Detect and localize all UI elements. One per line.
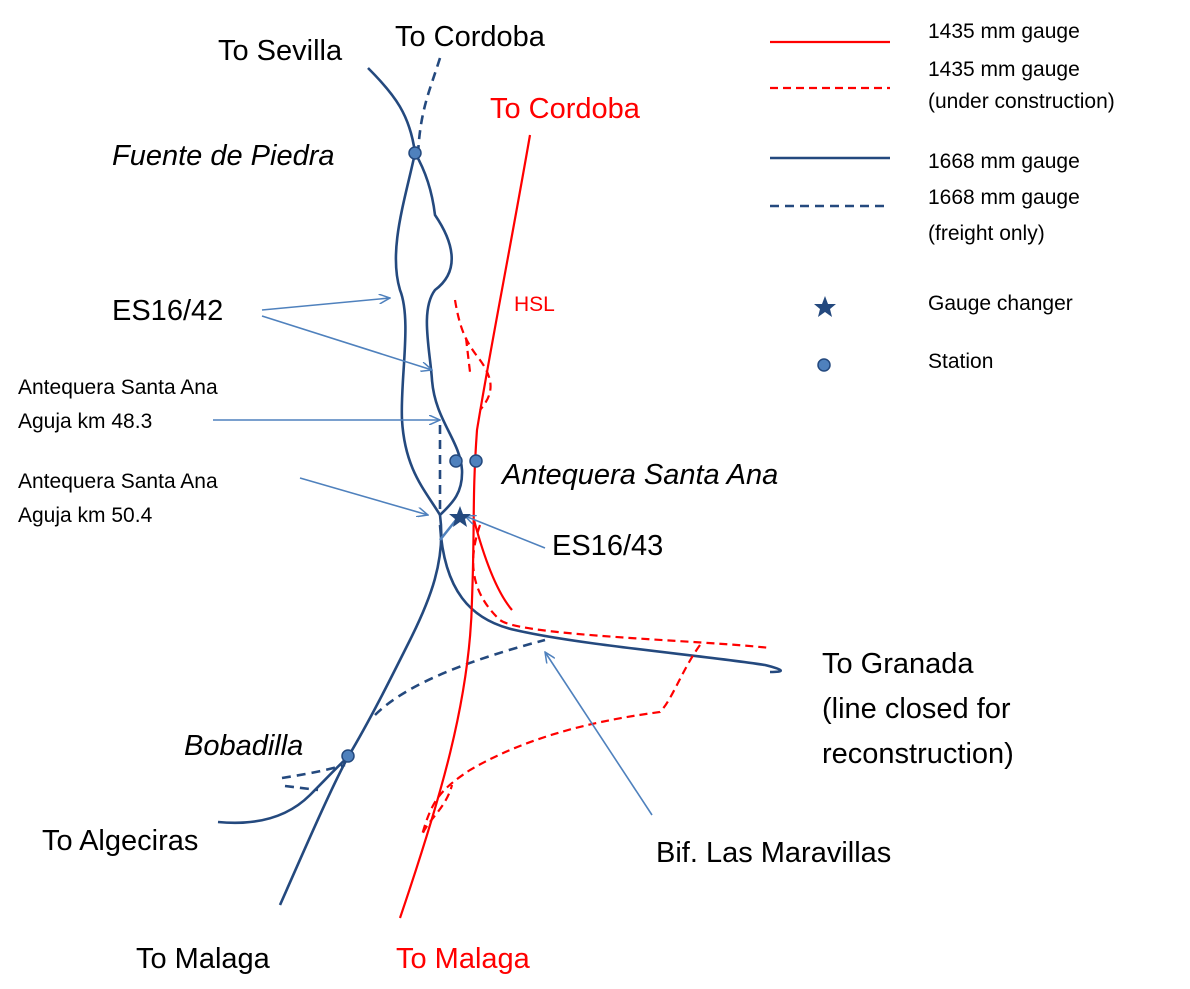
label: Aguja km 50.4 [18,504,153,527]
label: ES16/42 [112,295,223,327]
legend-label: (freight only) [928,222,1045,245]
label: To Malaga [396,943,531,975]
label: To Malaga [136,943,271,975]
legend-label: Station [928,350,993,373]
label: Bobadilla [184,730,303,762]
label: To Algeciras [42,825,198,857]
legend-label: 1668 mm gauge [928,186,1080,209]
label: (line closed for [822,693,1011,725]
label: Aguja km 48.3 [18,410,152,433]
label: ES16/43 [552,530,663,562]
standard-gauge-lines [398,134,771,919]
label: To Granada [822,648,974,680]
label: Antequera Santa Ana [500,459,778,491]
legend-label: 1668 mm gauge [928,150,1080,173]
legend-label: (under construction) [928,90,1115,113]
legend: 1435 mm gauge 1435 mm gauge (under const… [770,20,1115,373]
label: Antequera Santa Ana [18,470,218,493]
pointer-arrows [213,298,653,816]
label: To Cordoba [490,93,641,125]
label: To Cordoba [395,21,546,53]
stations [341,146,483,763]
label: HSL [514,293,555,316]
label: reconstruction) [822,738,1014,770]
label: To Sevilla [218,35,343,67]
map-labels: To Sevilla To Cordoba To Cordoba Fuente … [18,21,1014,975]
label: Bif. Las Maravillas [656,837,891,869]
iberian-gauge-lines [217,57,782,906]
legend-label: Gauge changer [928,292,1073,315]
label: Fuente de Piedra [112,140,334,172]
legend-label: 1435 mm gauge [928,58,1080,81]
gauge-changer [449,506,471,527]
label: Antequera Santa Ana [18,376,218,399]
legend-label: 1435 mm gauge [928,20,1080,43]
